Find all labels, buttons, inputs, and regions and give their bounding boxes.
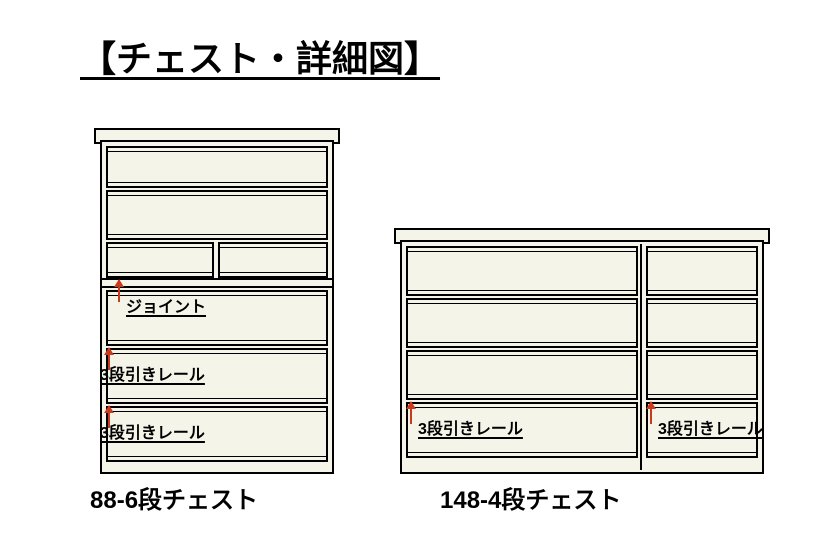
chest1-row3-right <box>218 242 328 278</box>
chest1-rail2-label: 3段引きレール <box>100 419 205 443</box>
chest1-joint-label: ジョイント <box>126 293 206 317</box>
chest2-center-divider <box>640 244 642 470</box>
chest2-railR-arrow <box>650 402 652 424</box>
chest2-r-row1 <box>646 246 758 296</box>
chest1-row2 <box>106 190 328 240</box>
chest1-row1 <box>106 146 328 188</box>
chest2-r-row3 <box>646 350 758 400</box>
chest2-r-row2 <box>646 298 758 348</box>
chest2-l-row3 <box>406 350 638 400</box>
chest2-l-row1 <box>406 246 638 296</box>
chest2-l-row2 <box>406 298 638 348</box>
chest2-railR-label: 3段引きレール <box>658 415 763 439</box>
chest1-caption: 88-6段チェスト <box>90 480 258 515</box>
chest2-railL-label: 3段引きレール <box>418 415 523 439</box>
chest1-row3-left <box>106 242 214 278</box>
chest2-railL-arrow <box>410 402 412 424</box>
page-title: 【チェスト・詳細図】 <box>80 30 440 82</box>
chest1-joint-arrow <box>118 280 120 302</box>
chest2-caption: 148-4段チェスト <box>440 480 621 515</box>
chest1-rail1-label: 3段引きレール <box>100 361 205 385</box>
chest1-joint-line <box>100 278 334 288</box>
